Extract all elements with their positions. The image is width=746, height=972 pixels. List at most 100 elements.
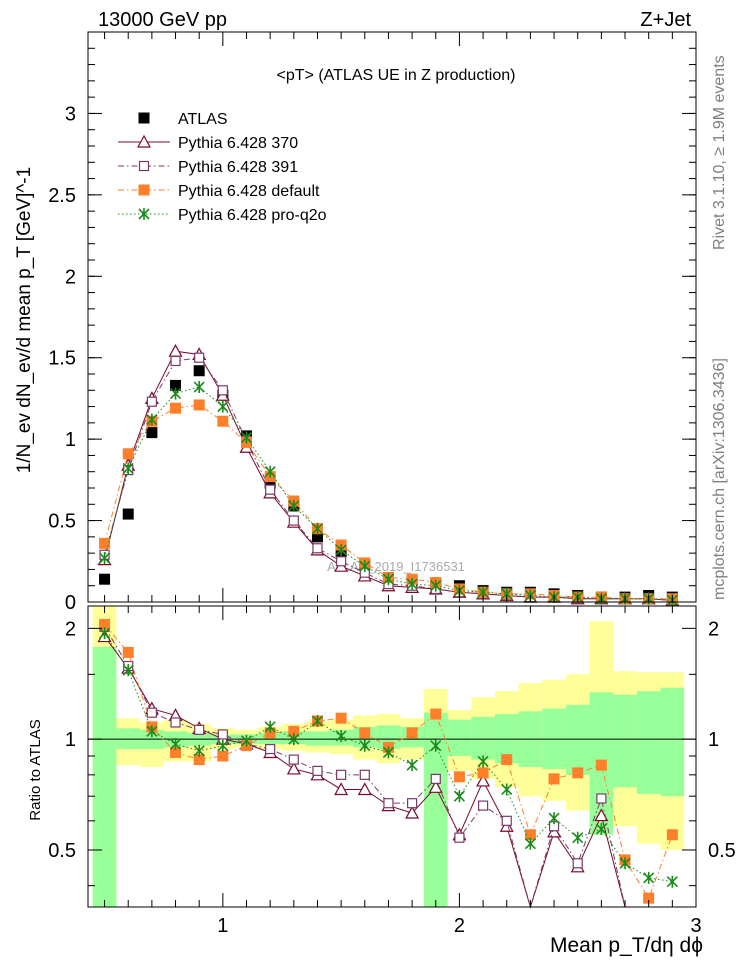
ratio-point-pythia-6-428-391 bbox=[170, 717, 181, 728]
main-point-pythia-6-428-pro-q2o bbox=[264, 465, 276, 478]
ratio-xtick-label: 3 bbox=[690, 915, 701, 937]
ratio-point-pythia-6-428-pro-q2o bbox=[169, 738, 182, 751]
main-ytick-label: 0 bbox=[65, 592, 76, 614]
ratio-point-pythia-6-428-pro-q2o bbox=[477, 755, 489, 768]
main-point-pythia-6-428-pro-q2o bbox=[146, 413, 158, 426]
main-point-atlas bbox=[99, 573, 111, 585]
ratio-point-pythia-6-428-pro-q2o bbox=[359, 739, 371, 752]
main-point-pythia-6-428-391 bbox=[146, 396, 157, 407]
ratio-ylabel: Ratio to ATLAS bbox=[27, 719, 44, 820]
ratio-xtick-label: 1 bbox=[217, 915, 228, 937]
main-point-pythia-6-428-pro-q2o bbox=[359, 560, 371, 573]
ratio-point-pythia-6-428-pro-q2o bbox=[666, 875, 678, 888]
ratio-point-pythia-6-428-370 bbox=[476, 773, 491, 787]
main-point-pythia-6-428-pro-q2o bbox=[406, 578, 418, 591]
ratio-band-stat bbox=[613, 694, 637, 788]
main-point-pythia-6-428-391 bbox=[288, 515, 299, 526]
ratio-point-pythia-6-428-default bbox=[548, 773, 560, 785]
legend-marker-pythia-6-428-default bbox=[138, 184, 150, 196]
ratio-point-pythia-6-428-pro-q2o bbox=[501, 783, 513, 796]
ratio-point-pythia-6-428-370 bbox=[405, 805, 420, 819]
main-point-pythia-6-428-pro-q2o bbox=[122, 462, 134, 475]
ratio-point-pythia-6-428-391 bbox=[454, 832, 465, 843]
main-point-pythia-6-428-pro-q2o bbox=[240, 431, 253, 444]
ratio-point-pythia-6-428-default bbox=[406, 727, 418, 739]
ratio-point-pythia-6-428-default bbox=[453, 771, 465, 783]
ratio-band-stat bbox=[92, 646, 117, 907]
main-point-pythia-6-428-pro-q2o bbox=[217, 400, 229, 413]
ratio-point-pythia-6-428-pro-q2o bbox=[572, 831, 584, 844]
main-point-pythia-6-428-pro-q2o bbox=[193, 381, 205, 394]
main-point-pythia-6-428-pro-q2o bbox=[382, 573, 395, 586]
ratio-point-pythia-6-428-pro-q2o bbox=[619, 857, 631, 870]
main-point-pythia-6-428-default bbox=[122, 448, 134, 460]
main-point-pythia-6-428-391 bbox=[336, 556, 347, 567]
ratio-point-pythia-6-428-391 bbox=[217, 729, 228, 740]
ratio-point-pythia-6-428-370 bbox=[547, 824, 562, 838]
main-point-pythia-6-428-391 bbox=[312, 543, 323, 554]
ratio-point-pythia-6-428-pro-q2o bbox=[595, 823, 607, 836]
legend-marker-pythia-6-428-391 bbox=[138, 160, 150, 172]
main-point-pythia-6-428-391 bbox=[217, 385, 228, 396]
ratio-point-pythia-6-428-default bbox=[217, 750, 229, 762]
main-ylabel: 1/N_ev dN_ev/d mean p_T [GeV]^-1 bbox=[14, 167, 35, 473]
ratio-ytick-label-right: 1 bbox=[708, 729, 719, 751]
legend-marker-atlas bbox=[138, 112, 150, 124]
main-point-pythia-6-428-default bbox=[99, 537, 111, 549]
main-point-pythia-6-428-pro-q2o bbox=[311, 522, 324, 535]
ratio-point-pythia-6-428-pro-q2o bbox=[430, 739, 442, 752]
ratio-point-pythia-6-428-391 bbox=[596, 793, 607, 804]
main-point-atlas bbox=[122, 508, 134, 520]
ratio-band-stat bbox=[447, 719, 472, 757]
ratio-point-pythia-6-428-pro-q2o bbox=[264, 720, 276, 733]
main-point-pythia-6-428-pro-q2o bbox=[169, 387, 182, 400]
ratio-point-pythia-6-428-391 bbox=[383, 798, 394, 809]
ratio-point-pythia-6-428-391 bbox=[288, 754, 299, 765]
ratio-xtick-label: 2 bbox=[454, 915, 465, 937]
ratio-point-pythia-6-428-370 bbox=[428, 780, 443, 793]
main-ytick-label: 1.5 bbox=[48, 348, 76, 370]
ratio-point-pythia-6-428-pro-q2o bbox=[548, 812, 560, 825]
main-ytick-label: 3 bbox=[65, 103, 76, 125]
ratio-xlabel: Mean p_T/dη dϕ bbox=[550, 934, 703, 957]
main-ytick-label: 2 bbox=[65, 266, 76, 288]
header-right: Z+Jet bbox=[640, 9, 691, 31]
ratio-point-pythia-6-428-pro-q2o bbox=[643, 871, 655, 884]
main-point-atlas bbox=[193, 365, 205, 377]
ratio-band-stat bbox=[565, 704, 590, 775]
ratio-point-pythia-6-428-pro-q2o bbox=[98, 627, 111, 640]
ratio-ytick-label: 1 bbox=[65, 729, 76, 751]
ratio-band-stat bbox=[471, 716, 495, 760]
main-ytick-label: 1 bbox=[65, 429, 76, 451]
ratio-point-pythia-6-428-370 bbox=[594, 808, 609, 822]
legend-label-pythia-6-428-default: Pythia 6.428 default bbox=[178, 183, 320, 200]
ratio-point-pythia-6-428-391 bbox=[312, 765, 323, 776]
main-point-pythia-6-428-pro-q2o bbox=[430, 579, 442, 592]
main-point-pythia-6-428-391 bbox=[265, 484, 276, 495]
ratio-point-pythia-6-428-pro-q2o bbox=[217, 739, 229, 752]
ratio-uncertainty-bands bbox=[88, 606, 696, 907]
ratio-band-stat bbox=[258, 732, 282, 745]
ratio-point-pythia-6-428-default bbox=[572, 767, 584, 779]
legend: ATLAS Pythia 6.428 370 Pythia 6.428 391 Pyt… bbox=[118, 111, 327, 224]
ratio-ytick-label-right: 0.5 bbox=[708, 840, 736, 862]
ratio-point-pythia-6-428-370 bbox=[357, 782, 372, 796]
ratio-band-stat bbox=[305, 731, 330, 746]
ratio-band-stat bbox=[423, 712, 448, 907]
ratio-ytick-label: 2 bbox=[65, 618, 76, 640]
ratio-point-pythia-6-428-391 bbox=[336, 769, 347, 780]
ratio-point-pythia-6-428-default bbox=[595, 759, 607, 771]
ratio-point-pythia-6-428-370 bbox=[334, 782, 349, 796]
ratio-point-pythia-6-428-default bbox=[477, 767, 489, 779]
header-left: 13000 GeV pp bbox=[98, 9, 227, 31]
ratio-point-pythia-6-428-391 bbox=[146, 707, 157, 718]
main-point-pythia-6-428-default bbox=[217, 415, 229, 427]
ratio-point-pythia-6-428-default bbox=[335, 712, 347, 724]
ratio-point-pythia-6-428-pro-q2o bbox=[453, 790, 465, 803]
main-point-pythia-6-428-391 bbox=[194, 352, 205, 363]
main-ytick-label: 0.5 bbox=[48, 511, 76, 533]
axes: 0 0.5 1 1.5 2 2.5 3 1 2 3 0.5 0.5 1 1 2 2 bbox=[48, 31, 736, 937]
ratio-point-pythia-6-428-391 bbox=[572, 858, 583, 869]
legend-label-atlas: ATLAS bbox=[178, 111, 228, 128]
